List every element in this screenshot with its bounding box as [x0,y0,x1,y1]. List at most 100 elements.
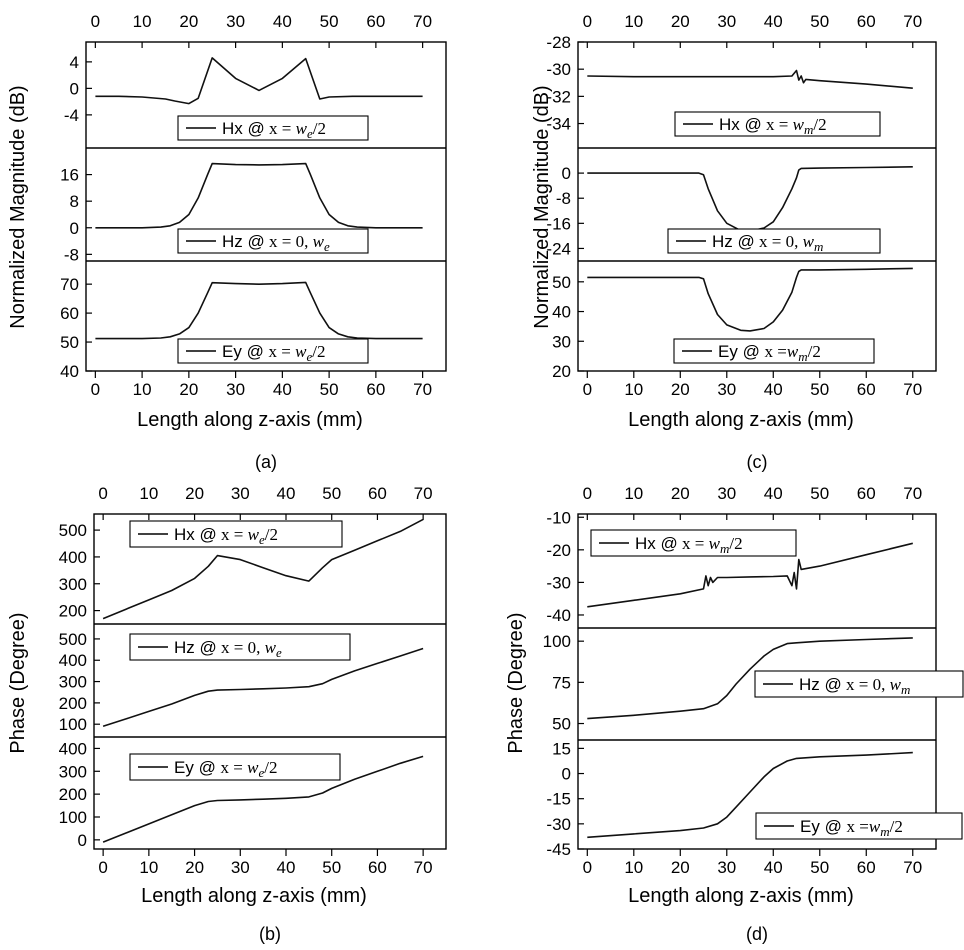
x-tick-label-top: 0 [91,12,100,31]
x-tick-label-bottom: 70 [413,380,432,399]
legend-suffix: /2 [265,525,278,544]
y-tick-label: 500 [59,521,87,540]
legend-expr: w [787,342,799,361]
y-tick-label: 400 [59,651,87,670]
legend-name: Hz [174,638,200,657]
x-tick-label-top: 60 [857,12,876,31]
x-tick-label-top: 60 [857,484,876,503]
series-line-ey [587,267,913,332]
legend-label: Hz @ x = 0, wm [799,675,910,697]
legend-x_text: x = [217,525,248,544]
y-tick-label: 75 [552,673,571,692]
subplot-1: 16 8 0 -8 Hz @ x = 0, we [60,147,446,264]
legend-suffix: /2 [264,758,277,777]
y-tick-label: 400 [59,739,87,758]
y-tick-label: 0 [562,164,571,183]
panel-frame [85,41,447,372]
legend-sub: e [324,239,330,254]
x-tick-label-top: 20 [671,12,690,31]
legend-at: @ [248,119,265,138]
legend-at: @ [825,817,847,836]
x-axis-label: Length along z-axis (mm) [141,885,367,907]
legend-name: Ey [222,342,247,361]
y-tick-label: -10 [546,508,571,527]
y-tick-label: 300 [59,575,87,594]
x-tick-label-bottom: 40 [764,858,783,877]
legend-label: Hz @ x = 0, we [174,638,282,660]
legend-x_text: x = 0, [265,232,313,251]
panel-label: (c) [747,452,768,472]
panel-frame [577,41,937,372]
legend-sub: m [814,239,823,254]
series-line-hz [102,647,424,728]
legend-name: Hx [222,119,248,138]
x-tick-label-bottom: 0 [98,858,107,877]
y-axis-label: Normalized Magnitude (dB) [7,85,29,328]
series-line-ey [95,281,423,340]
legend-at: @ [825,675,842,694]
legend-sub: e [258,765,264,780]
series-line-hz [587,637,913,720]
x-tick-label-top: 60 [368,484,387,503]
y-tick-label: 100 [59,715,87,734]
x-tick-label-bottom: 50 [810,858,829,877]
legend: Hz @ x = 0, we [177,228,369,254]
legend-expr: w [296,119,308,138]
x-tick-label-top: 0 [583,12,592,31]
y-tick-label: -30 [546,815,571,834]
x-tick-label-bottom: 10 [139,858,158,877]
legend-name: Hx [174,525,200,544]
legend-name: Hx [719,115,745,134]
legend-at: @ [661,534,678,553]
legend-label: Ey @ x =wm/2 [718,342,821,364]
x-tick-label-bottom: 50 [810,380,829,399]
legend-at: @ [199,758,221,777]
x-tick-label-top: 0 [98,484,107,503]
panel-3: 0 10 20 30 40 50 60 70 0 10 20 30 40 50 60 70 Length alo… [505,484,964,944]
legend-expr: w [247,758,259,777]
legend-x_text: x = 0, [217,638,265,657]
legend-expr: w [803,232,815,251]
y-tick-label: -32 [546,87,571,106]
x-axis-label: Length along z-axis (mm) [628,409,854,431]
y-tick-label: 0 [70,79,79,98]
x-tick-label-top: 30 [231,484,250,503]
panel-label: (d) [746,924,768,944]
x-tick-label-top: 0 [583,484,592,503]
y-tick-label: -4 [64,106,79,125]
panel-1: 0 10 20 30 40 50 60 70 0 10 20 30 40 50 60 70 Length alo… [531,12,937,472]
x-tick-label-bottom: 20 [185,858,204,877]
legend-at: @ [248,232,265,251]
x-tick-label-top: 20 [671,484,690,503]
legend: Hx @ x = we/2 [129,520,343,548]
y-tick-label: -8 [556,189,571,208]
y-tick-label: 200 [59,694,87,713]
series-line-hx [95,57,423,105]
x-tick-label-top: 60 [366,12,385,31]
legend-name: Ey [800,817,825,836]
y-tick-label: -30 [546,573,571,592]
x-tick-label-bottom: 20 [671,380,690,399]
legend-expr: w [295,342,307,361]
legend-name: Hz [712,232,738,251]
series-line-hx [587,542,913,608]
legend-at: @ [745,115,762,134]
y-tick-label: 16 [60,166,79,185]
y-tick-label: 300 [59,762,87,781]
x-tick-label-bottom: 30 [717,858,736,877]
legend-at: @ [247,342,269,361]
legend-suffix: /2 [729,534,742,553]
x-tick-label-bottom: 20 [179,380,198,399]
y-tick-label: 50 [552,273,571,292]
y-tick-label: 8 [70,192,79,211]
y-tick-label: -24 [546,239,571,258]
legend-x_text: x = [678,534,709,553]
x-tick-label-top: 40 [273,12,292,31]
y-tick-label: 500 [59,630,87,649]
subplot-2: 400 300 200 100 0 Ey @ x = we/2 [59,736,446,850]
x-tick-label-top: 70 [903,12,922,31]
x-tick-label-top: 30 [717,484,736,503]
x-tick-label-top: 40 [277,484,296,503]
legend-sub: m [901,682,910,697]
